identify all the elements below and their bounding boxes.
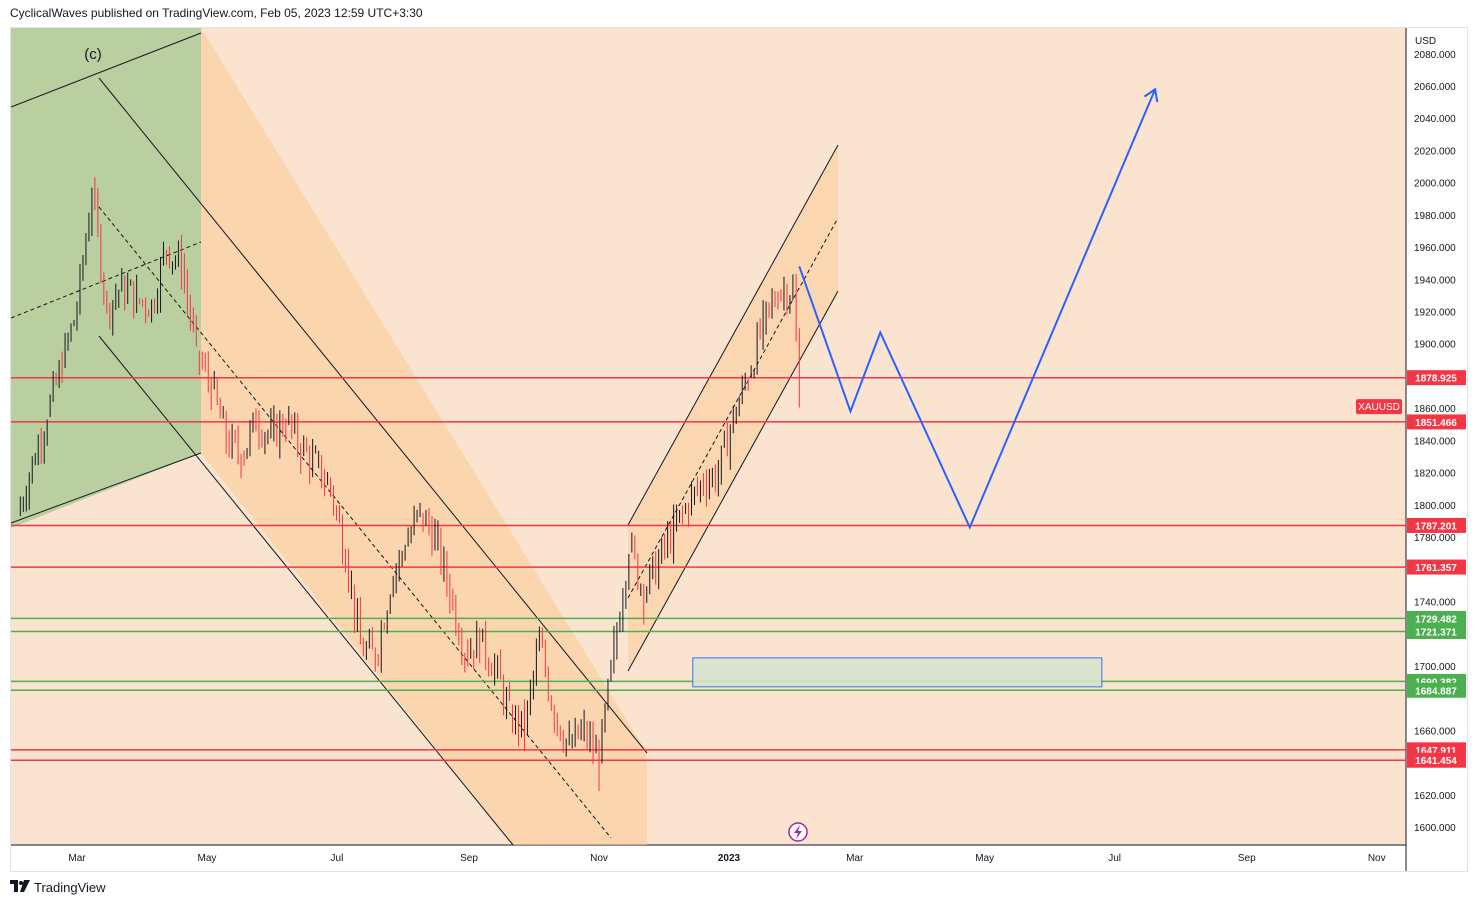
- level-tag-9: [1407, 752, 1466, 768]
- wave-c-channel-lower: [10, 452, 202, 524]
- y-tick-label-8: 1920.000: [1414, 308, 1456, 319]
- wave-c-channel-upper: [10, 32, 202, 108]
- y-tick-label-17: 1660.000: [1414, 726, 1456, 737]
- chart-frame[interactable]: (c) USD 2080.000 2060.000 2040.000 2020.000…: [10, 27, 1468, 872]
- tradingview-logo-icon[interactable]: [10, 880, 30, 895]
- x-tick-label-5: 2023: [718, 853, 741, 864]
- y-tick-label-4: 2000.000: [1414, 179, 1456, 190]
- symbol-tag-label: XAUUSD: [1358, 402, 1400, 413]
- y-tick-label-18: 1620.000: [1414, 791, 1456, 802]
- up-channel-lower: [627, 290, 839, 672]
- lightning-icon[interactable]: [788, 822, 808, 842]
- y-tick-label-9: 1900.000: [1414, 340, 1456, 351]
- level-tag-4: [1407, 610, 1466, 626]
- y-tick-label-3: 2020.000: [1414, 146, 1456, 157]
- time-axis-background: [11, 845, 1406, 871]
- level-tag-2: [1407, 517, 1466, 533]
- y-tick-label-7: 1940.000: [1414, 275, 1456, 286]
- projection-path: [798, 88, 1157, 530]
- x-tick-label-3: Sep: [460, 853, 478, 864]
- x-tick-label-4: Nov: [590, 853, 608, 864]
- projection-arrowhead: [1143, 87, 1159, 103]
- publish-header: CyclicalWaves published on TradingView.c…: [10, 6, 423, 20]
- price-axis-background: [1406, 28, 1467, 871]
- y-tick-label-1: 2060.000: [1414, 82, 1456, 93]
- down-channel-mid: [98, 206, 612, 839]
- level-tag-1: [1407, 414, 1466, 430]
- level-tag-label-3: 1761.357: [1415, 563, 1457, 574]
- level-tag-7: [1407, 682, 1466, 698]
- symbol-tag: XAUUSD: [1356, 399, 1402, 415]
- x-tick-label-10: Nov: [1368, 853, 1386, 864]
- level-tag-label-1: 1851.466: [1415, 418, 1457, 429]
- up-channel-upper: [627, 144, 839, 526]
- level-tag-label-4: 1729.482: [1415, 614, 1457, 625]
- y-tick-label-14: 1780.000: [1414, 533, 1456, 544]
- y-tick-label-6: 1960.000: [1414, 243, 1456, 254]
- x-tick-label-8: Jul: [1108, 853, 1121, 864]
- x-tick-label-2: Jul: [331, 853, 344, 864]
- y-tick-label-0: 2080.000: [1414, 50, 1456, 61]
- y-tick-label-10: 1860.000: [1414, 404, 1456, 415]
- wave-c-channel-zone: [11, 28, 201, 528]
- down-channel-zone: [201, 28, 647, 845]
- level-tag-3: [1407, 559, 1466, 575]
- x-tick-label-6: Mar: [846, 853, 864, 864]
- x-tick-label-9: Sep: [1238, 853, 1256, 864]
- x-tick-label-1: May: [198, 853, 217, 864]
- down-channel-upper: [98, 77, 648, 754]
- x-tick-label-7: May: [975, 853, 994, 864]
- y-tick-label-11: 1840.000: [1414, 436, 1456, 447]
- y-tick-label-15: 1740.000: [1414, 597, 1456, 608]
- currency-label: USD: [1415, 36, 1436, 47]
- level-tag-label-2: 1787.201: [1415, 521, 1457, 532]
- level-tag-0: [1407, 370, 1466, 386]
- y-tick-label-5: 1980.000: [1414, 211, 1456, 222]
- level-tag-label-7: 1684.887: [1415, 686, 1457, 697]
- symbol-tag-box: [1356, 399, 1402, 415]
- brand-name: TradingView: [34, 880, 106, 895]
- x-tick-label-0: Mar: [68, 853, 86, 864]
- y-tick-label-16: 1700.000: [1414, 662, 1456, 673]
- y-tick-label-13: 1800.000: [1414, 501, 1456, 512]
- wave-label: (c): [84, 46, 102, 63]
- footer: TradingView: [10, 880, 106, 895]
- y-tick-label-19: 1600.000: [1414, 823, 1456, 834]
- level-tag-label-8: 1647.911: [1415, 746, 1457, 757]
- target-zone: [692, 657, 1103, 688]
- y-tick-label-12: 1820.000: [1414, 469, 1456, 480]
- level-tag-5: [1407, 623, 1466, 639]
- y-tick-label-2: 2040.000: [1414, 114, 1456, 125]
- level-tag-label-0: 1878.925: [1415, 374, 1457, 385]
- level-tag-label-9: 1641.454: [1415, 756, 1457, 767]
- level-tag-label-5: 1721.371: [1415, 627, 1457, 638]
- price-chart[interactable]: (c) USD 2080.000 2060.000 2040.000 2020.000…: [10, 28, 1467, 871]
